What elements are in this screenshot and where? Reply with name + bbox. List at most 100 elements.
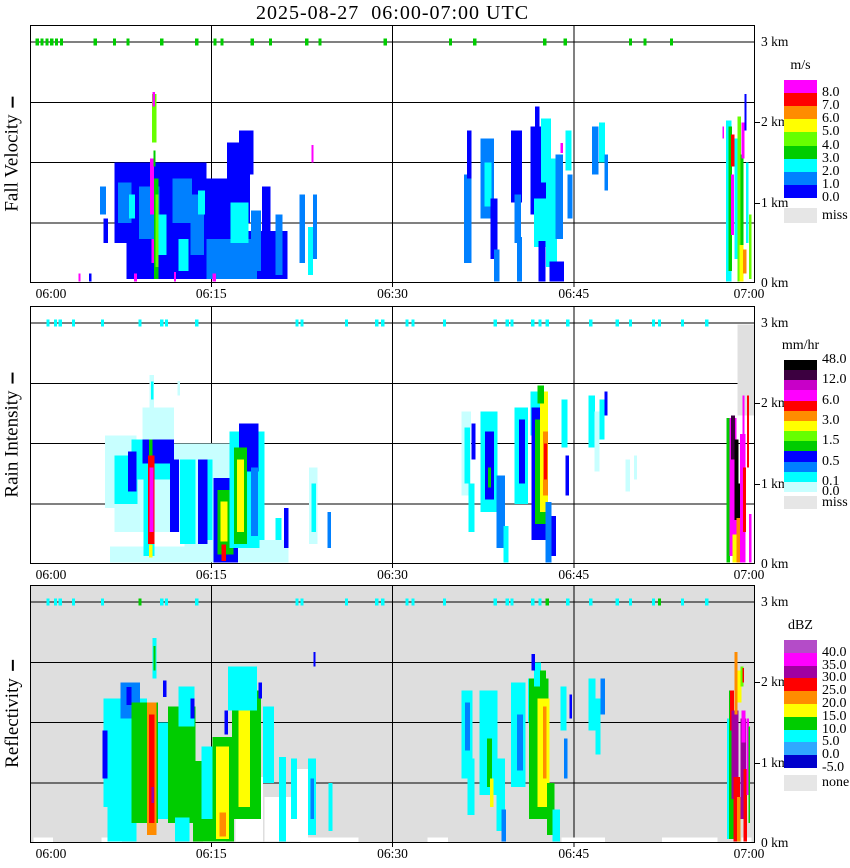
echo-cell — [153, 646, 156, 671]
top-boundary-dot — [657, 319, 662, 327]
legend-colorbar-fall-velocity — [784, 80, 817, 199]
top-boundary-dot — [473, 38, 477, 46]
legend-swatch — [784, 145, 817, 160]
top-boundary-dot — [448, 38, 453, 46]
km-tick-label: 2 km — [761, 395, 789, 411]
echo-cell — [149, 714, 155, 823]
km-tick-label: 1 km — [761, 475, 789, 491]
top-boundary-dot — [628, 319, 633, 327]
echo-cell — [177, 380, 180, 396]
echo-cell — [178, 238, 189, 271]
km-tick-label: 0 km — [761, 556, 789, 571]
echo-cell — [739, 245, 744, 282]
echo-cell — [155, 194, 159, 267]
echo-cell — [736, 797, 741, 842]
echo-cell — [661, 837, 718, 842]
legend-value-label: 4.0 — [822, 137, 840, 153]
echo-cell — [150, 381, 154, 400]
top-boundary-dot — [411, 319, 415, 327]
top-boundary-dot — [628, 38, 633, 46]
reflectivity-panel — [30, 585, 755, 849]
top-boundary-dot — [442, 598, 447, 606]
echo-cell — [736, 518, 741, 563]
top-boundary-dot — [71, 598, 76, 606]
top-boundary-dot — [53, 319, 57, 327]
echo-cell — [538, 241, 546, 282]
echo-cell — [118, 182, 132, 223]
top-boundary-dot — [195, 38, 199, 46]
top-boundary-dot — [54, 38, 59, 46]
echo-cell — [206, 238, 258, 279]
echo-cell — [221, 544, 226, 561]
echo-cell — [588, 678, 596, 731]
echo-cell — [600, 678, 606, 715]
echo-cell — [748, 726, 751, 823]
echo-cell — [732, 534, 737, 563]
legend-none-box — [784, 775, 817, 791]
echo-cell — [312, 194, 317, 259]
km-tick-label: 3 km — [761, 594, 789, 609]
legend-title-fall-velocity: m/s — [790, 58, 811, 73]
echo-cell — [259, 539, 284, 563]
echo-cell — [238, 698, 250, 807]
echo-cell — [728, 126, 733, 271]
top-boundary-dot — [405, 598, 409, 606]
legend-value-label: 5.0 — [822, 734, 840, 750]
km-tick-label: 3 km — [761, 34, 789, 49]
legend-value-label: 15.0 — [822, 708, 847, 724]
echo-cell — [555, 154, 563, 239]
top-boundary-dot — [375, 598, 379, 606]
rain-intensity-axis-title: Rain Intensity — [2, 390, 24, 498]
echo-cell — [230, 202, 249, 243]
echo-cell — [531, 654, 536, 671]
echo-cell — [599, 122, 606, 163]
echo-cell — [237, 459, 244, 532]
echo-cell — [197, 190, 206, 215]
echo-cell — [212, 273, 217, 282]
echo-cell — [552, 809, 560, 842]
legend-swatch — [784, 640, 817, 654]
top-boundary-dot — [50, 38, 54, 46]
time-tick-label: 06:00 — [35, 846, 67, 861]
echo-cell — [567, 174, 573, 219]
legend-swatch — [784, 390, 817, 402]
km-tick-label: 2 km — [761, 674, 789, 690]
echo-cell — [179, 459, 196, 544]
echo-cell — [496, 475, 505, 548]
echo-cell — [158, 214, 167, 255]
legend-swatch — [784, 729, 817, 743]
echo-cell — [518, 419, 525, 484]
km-tick-label: 1 km — [761, 194, 789, 210]
time-tick-label: 06:30 — [377, 567, 408, 582]
echo-cell — [170, 459, 180, 532]
echo-cell — [311, 483, 316, 532]
time-tick-label: 06:45 — [558, 567, 590, 582]
echo-cell — [228, 666, 258, 711]
fall-velocity-axis-title: Fall Velocity — [2, 114, 24, 212]
top-boundary-dot — [195, 598, 199, 606]
km-axis-tick — [754, 403, 760, 405]
rain-intensity-plot-border — [30, 306, 755, 564]
echo-cell — [565, 455, 569, 496]
echo-cell — [741, 122, 745, 159]
echo-cell — [150, 158, 154, 215]
echo-cell — [494, 249, 500, 282]
top-boundary-dot — [268, 38, 273, 46]
reflectivity-plot — [30, 585, 755, 847]
top-boundary-dot — [295, 598, 299, 606]
echo-cell — [175, 817, 190, 842]
echo-cell — [149, 544, 153, 558]
top-boundary-dot — [160, 38, 164, 46]
top-boundary-dot — [138, 319, 142, 327]
echo-cell — [251, 210, 261, 271]
echo-cell — [748, 214, 752, 279]
top-boundary-dot — [493, 319, 497, 327]
echo-cell — [625, 459, 630, 492]
top-boundary-dot — [680, 598, 685, 606]
legend-miss-box — [784, 208, 817, 223]
top-boundary-dot — [53, 598, 57, 606]
top-boundary-dot — [100, 598, 105, 606]
km-axis-tick — [754, 122, 760, 124]
echo-cell — [149, 467, 154, 532]
legend-swatch — [784, 481, 817, 493]
